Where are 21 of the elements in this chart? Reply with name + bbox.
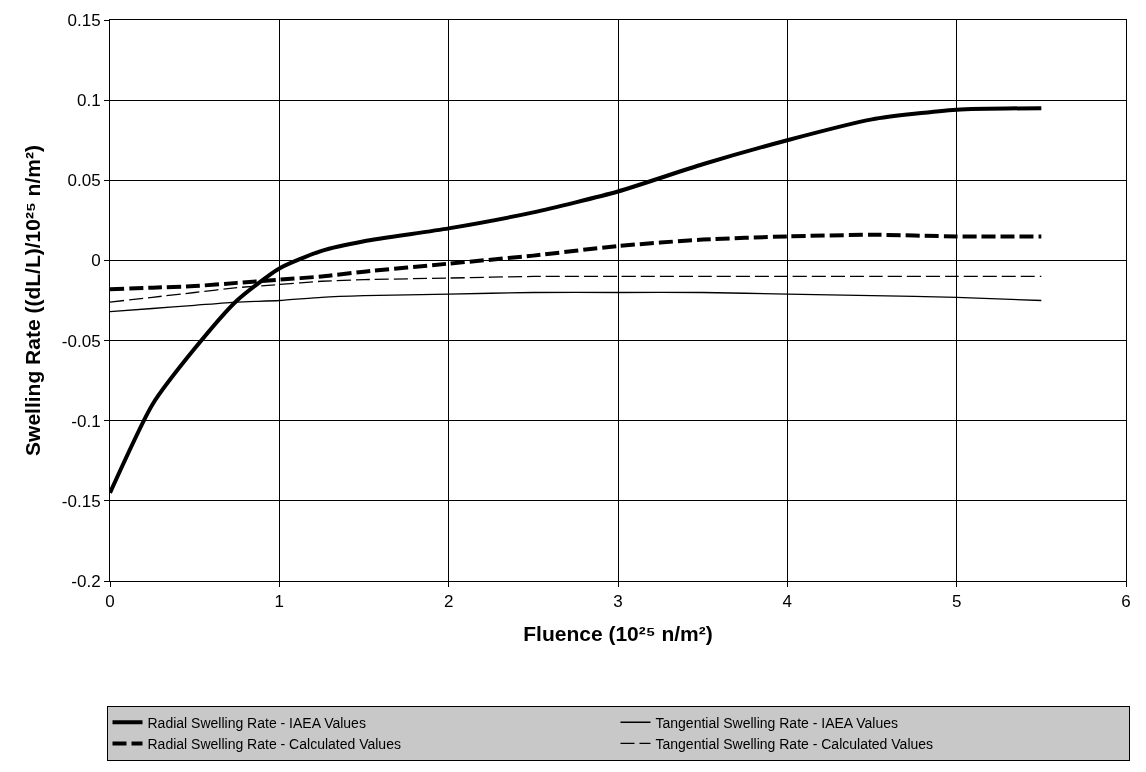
y-tick-label: 0.15 xyxy=(67,10,101,30)
y-tick-label: -0.1 xyxy=(71,411,101,431)
x-tick-label: 4 xyxy=(782,592,793,612)
legend-label: Radial Swelling Rate - Calculated Values xyxy=(147,735,401,752)
y-tick-label: -0.05 xyxy=(61,331,101,351)
x-tick-label: 2 xyxy=(443,592,454,612)
y-tick-label: 0.1 xyxy=(76,91,101,111)
legend-label: Radial Swelling Rate - IAEA Values xyxy=(147,714,366,731)
y-tick-label: 0.05 xyxy=(67,171,101,191)
x-tick-label: 0 xyxy=(105,592,115,612)
y-tick-label: -0.15 xyxy=(61,491,101,511)
x-tick-label: 6 xyxy=(1121,592,1131,612)
y-tick-label: -0.2 xyxy=(71,571,101,591)
x-tick-label: 3 xyxy=(613,592,623,612)
legend-label: Tangential Swelling Rate - Calculated Values xyxy=(655,735,934,752)
y-axis-title: Swelling Rate ((dL/L)/10²⁵ n/m²) xyxy=(21,145,44,456)
x-axis-title: Fluence (10²⁵ n/m²) xyxy=(523,621,713,645)
y-tick-label: 0 xyxy=(91,251,101,271)
x-tick-label: 1 xyxy=(274,592,285,612)
x-tick-label: 5 xyxy=(951,592,962,612)
legend-label: Tangential Swelling Rate - IAEA Values xyxy=(655,714,899,731)
